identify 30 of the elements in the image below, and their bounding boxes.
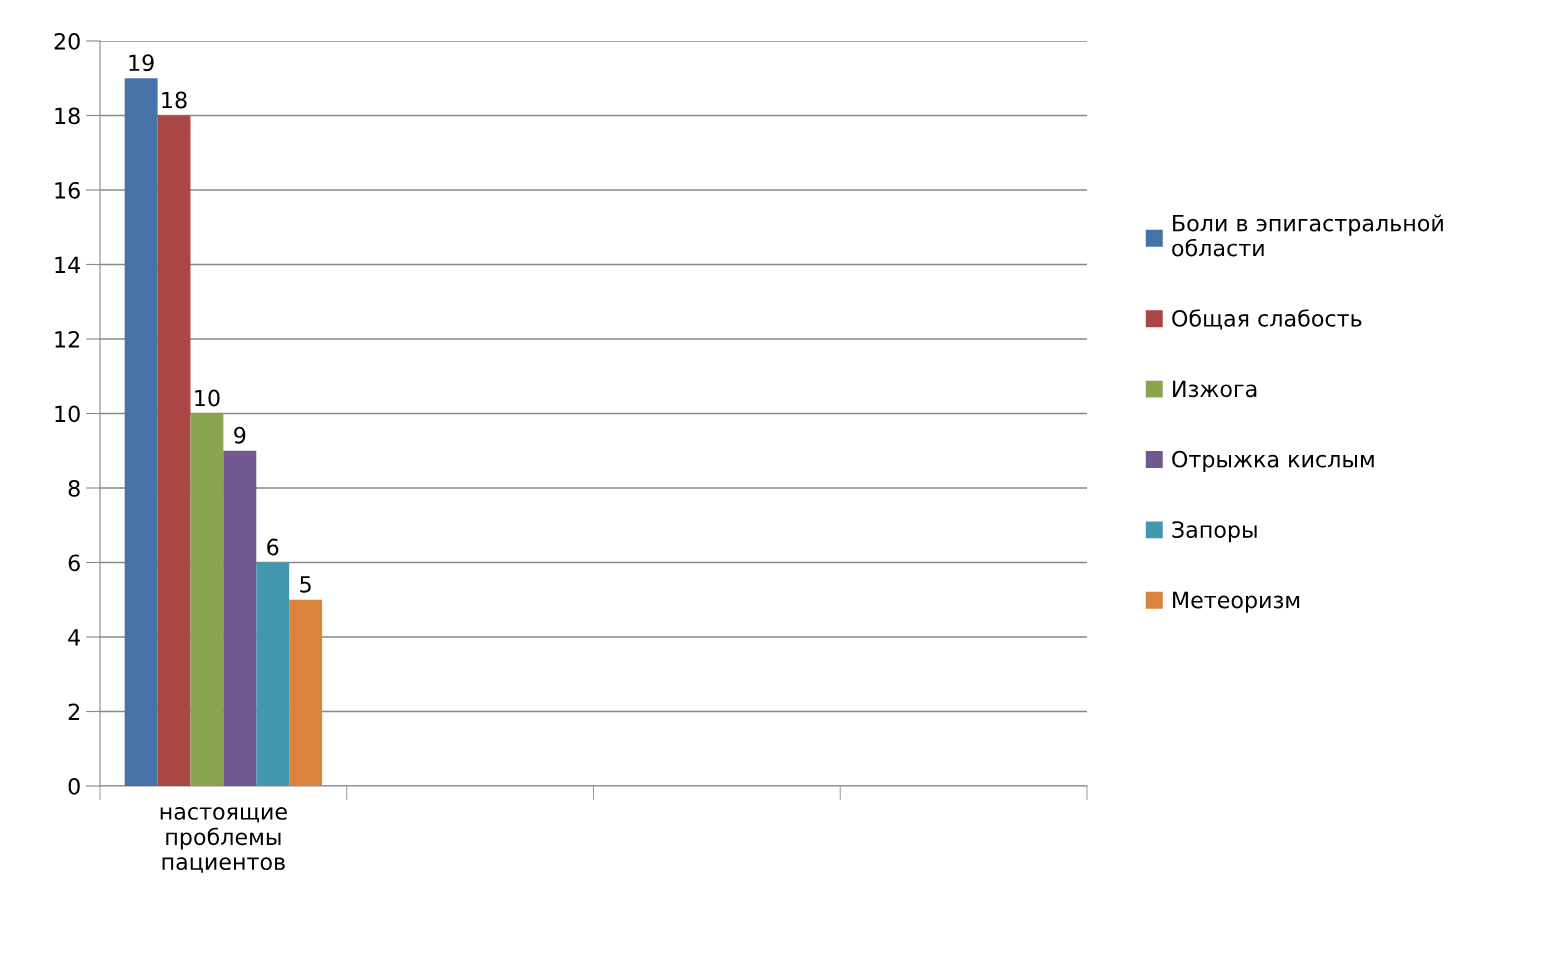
y-tick-label: 8: [68, 479, 80, 497]
y-tick-label: 6: [68, 554, 80, 572]
legend-label: Запоры: [1172, 521, 1257, 543]
data-label: 18: [162, 91, 187, 109]
legend-label: Метеоризм: [1173, 591, 1300, 613]
y-tick-label: 4: [68, 629, 80, 646]
legend-label: Общая слабость: [1172, 309, 1362, 330]
x-tick-label: настоящие проблемы пациентов: [160, 807, 287, 873]
data-label: 10: [195, 389, 220, 407]
bar: [223, 450, 257, 786]
data-label: 9: [234, 426, 246, 444]
bar: [289, 599, 323, 786]
bar: [256, 562, 290, 786]
y-tick-label: 2: [68, 703, 80, 720]
bar: [157, 115, 191, 786]
data-label: 5: [300, 576, 311, 593]
legend-label: Боли в эпигастральной области: [1172, 214, 1443, 257]
bar: [190, 413, 224, 786]
y-tick-label: 10: [55, 405, 80, 423]
legend-label: Отрыжка кислым: [1172, 450, 1374, 472]
bar: [124, 78, 158, 786]
y-tick-label: 0: [68, 777, 80, 795]
y-tick-label: 16: [55, 181, 80, 199]
y-tick-label: 14: [55, 256, 80, 273]
legend-label: Изжога: [1173, 380, 1257, 398]
y-tick-label: 20: [54, 32, 80, 50]
y-tick-label: 12: [55, 330, 80, 348]
y-tick-label: 18: [55, 107, 80, 125]
data-label: 19: [129, 54, 154, 72]
data-label: 6: [267, 538, 279, 556]
